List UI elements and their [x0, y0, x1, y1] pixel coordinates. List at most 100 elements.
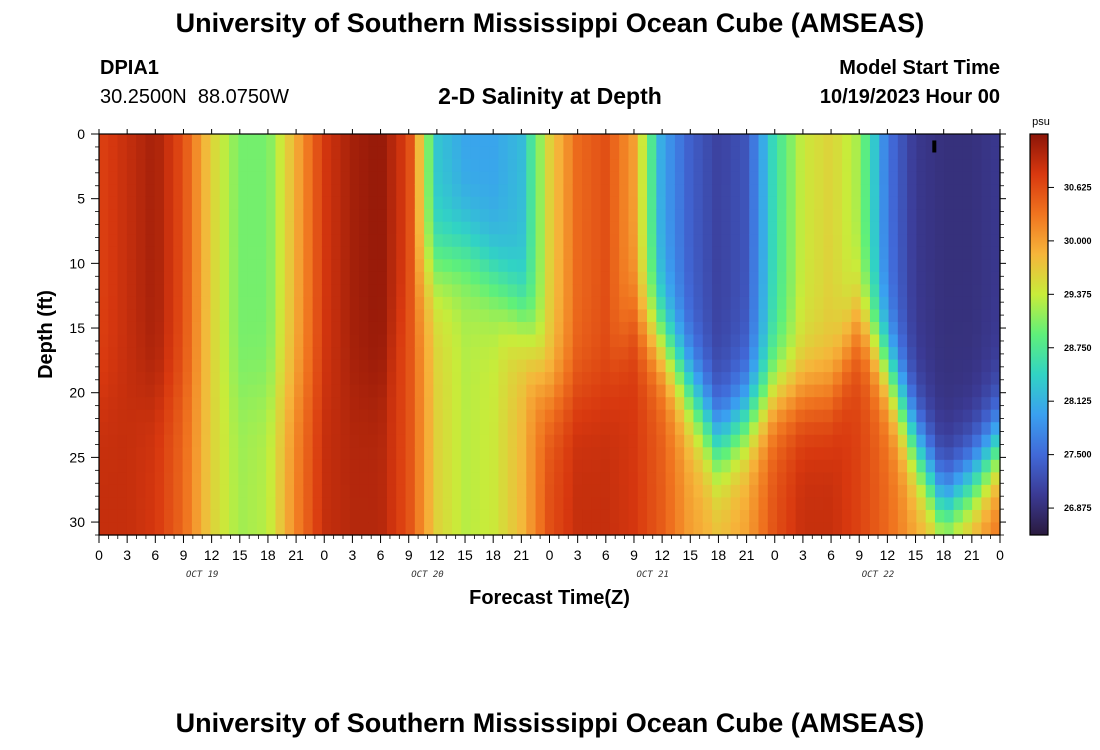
- heatmap-cell: [535, 509, 546, 524]
- heatmap-cell: [721, 484, 732, 499]
- heatmap-cell: [99, 409, 109, 423]
- heatmap-cell: [972, 196, 983, 210]
- heatmap-cell: [405, 447, 416, 461]
- heatmap-cell: [814, 397, 825, 411]
- heatmap-cell: [136, 159, 147, 173]
- heatmap-cell: [804, 184, 815, 198]
- heatmap-cell: [247, 209, 258, 223]
- heatmap-cell: [777, 384, 787, 398]
- heatmap-cell: [544, 422, 555, 436]
- heatmap-cell: [294, 134, 304, 148]
- heatmap-cell: [637, 184, 648, 198]
- heatmap-cell: [201, 409, 212, 423]
- heatmap-cell: [860, 159, 871, 173]
- heatmap-cell: [628, 422, 639, 436]
- heatmap-cell: [516, 409, 527, 423]
- heatmap-cell: [256, 184, 267, 198]
- heatmap-cell: [526, 497, 537, 511]
- heatmap-cell: [712, 271, 722, 285]
- heatmap-cell: [879, 271, 890, 285]
- heatmap-cell: [191, 522, 202, 536]
- heatmap-cell: [535, 459, 546, 473]
- heatmap-cell: [981, 284, 992, 298]
- heatmap-cell: [665, 434, 676, 448]
- heatmap-cell: [136, 372, 147, 386]
- heatmap-cell: [823, 134, 834, 148]
- heatmap-cell: [749, 296, 760, 311]
- heatmap-cell: [256, 209, 267, 223]
- heatmap-cell: [340, 296, 351, 311]
- heatmap-cell: [656, 209, 667, 223]
- heatmap-cell: [461, 472, 472, 486]
- heatmap-cell: [256, 447, 267, 461]
- heatmap-cell: [461, 234, 472, 248]
- heatmap-cell: [804, 422, 815, 436]
- heatmap-cell: [164, 434, 174, 448]
- heatmap-cell: [563, 309, 574, 323]
- heatmap-cell: [526, 447, 537, 461]
- heatmap-cell: [582, 484, 592, 499]
- heatmap-cell: [730, 196, 741, 210]
- heatmap-cell: [284, 146, 295, 160]
- heatmap-cell: [702, 196, 713, 210]
- heatmap-cell: [256, 334, 267, 348]
- heatmap-cell: [582, 171, 592, 185]
- heatmap-cell: [191, 459, 202, 473]
- heatmap-cell: [544, 509, 555, 524]
- heatmap-cell: [424, 271, 434, 285]
- heatmap-cell: [479, 497, 490, 511]
- heatmap-cell: [804, 284, 815, 298]
- heatmap-cell: [349, 309, 360, 323]
- heatmap-cell: [749, 309, 760, 323]
- heatmap-cell: [916, 309, 927, 323]
- heatmap-cell: [554, 159, 565, 173]
- heatmap-cell: [907, 209, 917, 223]
- heatmap-cell: [609, 447, 620, 461]
- heatmap-cell: [869, 209, 880, 223]
- heatmap-cell: [312, 409, 323, 423]
- heatmap-cell: [814, 422, 825, 436]
- heatmap-cell: [869, 422, 880, 436]
- heatmap-cell: [916, 259, 927, 273]
- heatmap-cell: [424, 397, 434, 411]
- heatmap-cell: [191, 184, 202, 198]
- heatmap-cell: [535, 146, 546, 160]
- heatmap-cell: [879, 397, 890, 411]
- heatmap-cell: [591, 171, 602, 185]
- heatmap-cell: [433, 472, 444, 486]
- heatmap-cell: [786, 447, 797, 461]
- heatmap-cell: [303, 159, 314, 173]
- heatmap-cell: [498, 196, 509, 210]
- heatmap-cell: [962, 221, 973, 235]
- heatmap-cell: [712, 284, 722, 298]
- heatmap-cell: [712, 209, 722, 223]
- heatmap-cell: [535, 159, 546, 173]
- heatmap-cell: [275, 246, 286, 260]
- heatmap-cell: [869, 259, 880, 273]
- heatmap-cell: [154, 209, 165, 223]
- heatmap-cell: [349, 422, 360, 436]
- heatmap-cell: [739, 447, 750, 461]
- heatmap-cell: [554, 359, 565, 373]
- heatmap-cell: [238, 184, 249, 198]
- heatmap-cell: [535, 271, 546, 285]
- footer-title: University of Southern Mississippi Ocean…: [175, 708, 925, 738]
- heatmap-cell: [470, 134, 481, 148]
- heatmap-cell: [479, 384, 490, 398]
- heatmap-cell: [238, 309, 249, 323]
- heatmap-cell: [916, 271, 927, 285]
- heatmap-cell: [814, 509, 825, 524]
- heatmap-cell: [108, 321, 119, 336]
- y-axis-title: Depth (ft): [35, 290, 57, 379]
- heatmap-cell: [331, 522, 342, 536]
- heatmap-cell: [498, 146, 509, 160]
- heatmap-cell: [256, 171, 267, 185]
- heatmap-cell: [693, 309, 704, 323]
- heatmap-cell: [739, 271, 750, 285]
- heatmap-cell: [544, 221, 555, 235]
- heatmap-cell: [786, 259, 797, 273]
- heatmap-cell: [470, 447, 481, 461]
- heatmap-cell: [656, 321, 667, 336]
- heatmap-cell: [266, 359, 277, 373]
- heatmap-cell: [990, 146, 1001, 160]
